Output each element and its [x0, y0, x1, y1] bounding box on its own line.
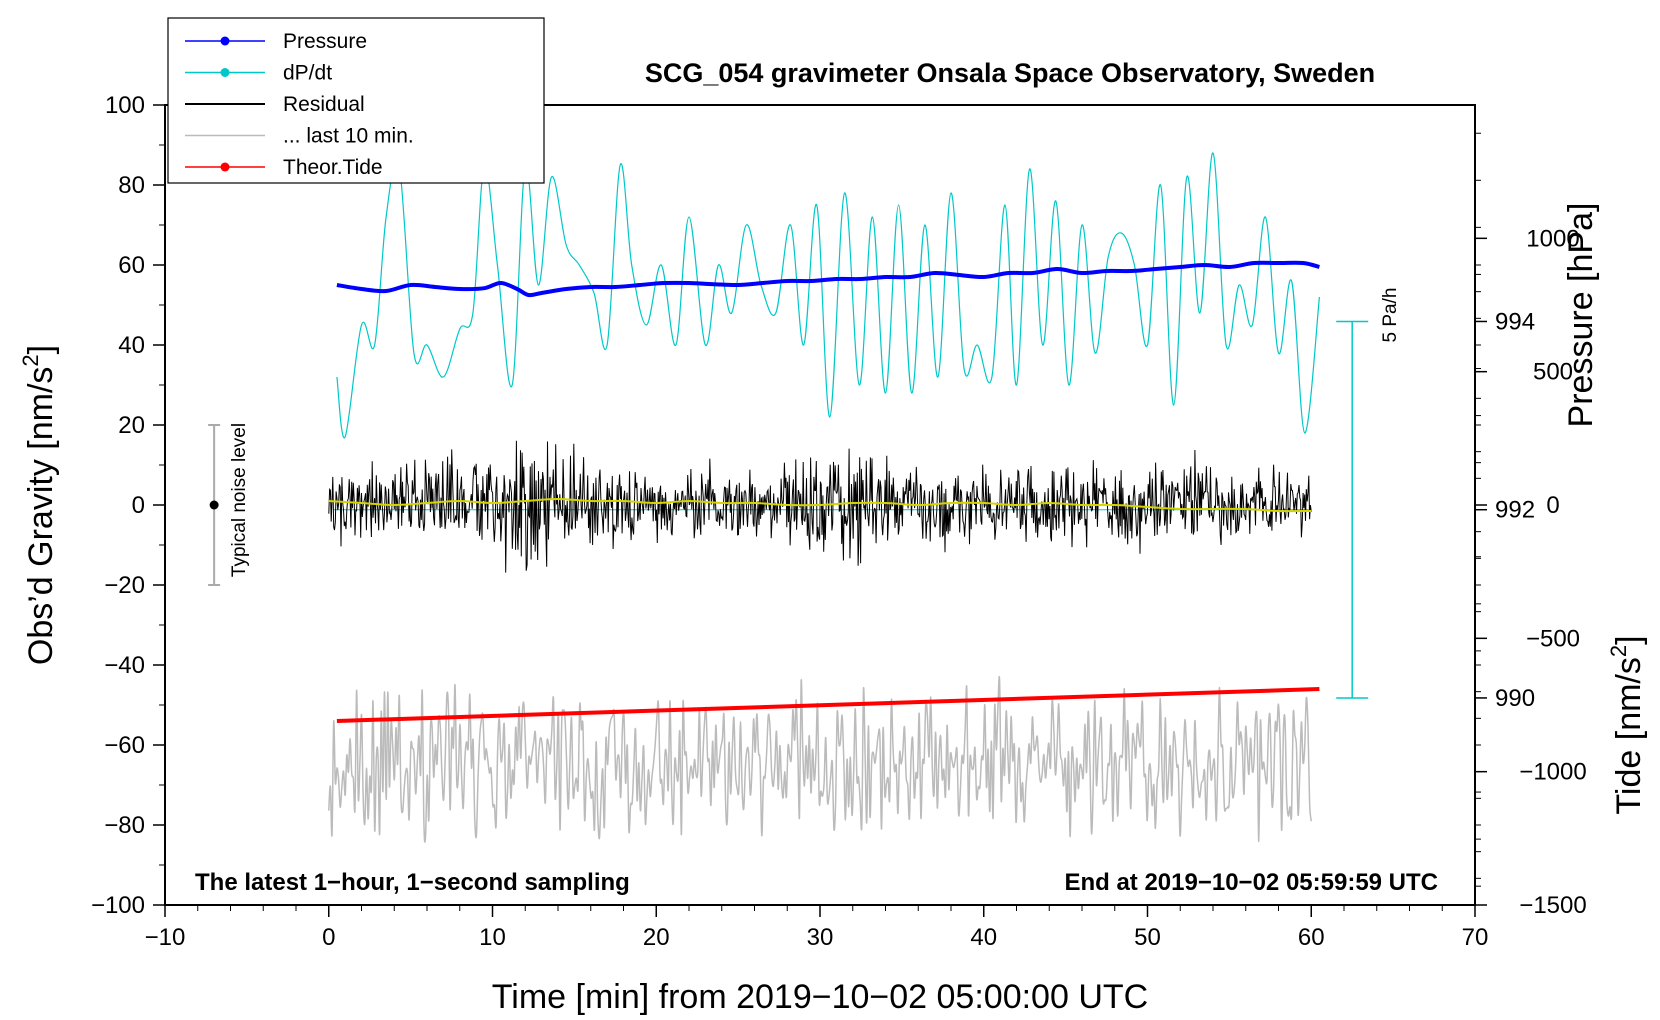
y-tick-label-gravity: 80: [118, 172, 145, 199]
y-tick-label-tide: −1000: [1519, 759, 1586, 786]
x-axis: −10 0 10 20 30 40 50 60 70: [145, 905, 1489, 951]
y-tick-label-gravity: −100: [91, 892, 145, 919]
y-tick-label-gravity: −80: [104, 812, 145, 839]
y-axis-title-gravity-text: Obs’d Gravity [nm/s: [22, 367, 60, 666]
legend-label: Pressure: [283, 30, 367, 53]
dpdt-series: [336, 152, 1320, 439]
y-tick-label-tide: −500: [1526, 625, 1580, 652]
noise-level-bar: [208, 424, 221, 586]
y-axis-title-tide-close: ]: [1610, 635, 1648, 644]
svg-text:Obs’d Gravity [nm/s2]: Obs’d Gravity [nm/s2]: [18, 345, 60, 665]
y-tick-label-pressure: 990: [1495, 685, 1535, 712]
x-tick-label: 20: [643, 924, 670, 951]
y-tick-label-tide: −1500: [1519, 892, 1586, 919]
x-tick-label: 0: [322, 924, 335, 951]
noise-bar-center: [209, 500, 219, 510]
y-tick-label-gravity: 40: [118, 332, 145, 359]
noise-label-wrap: Typical noise level: [229, 423, 250, 577]
rate-scale-bar: [1336, 320, 1369, 699]
x-tick-label: 60: [1298, 924, 1325, 951]
legend-label: Residual: [283, 93, 365, 116]
y-axis-title-gravity-close: ]: [22, 345, 60, 354]
legend-label: Theor.Tide: [283, 156, 383, 179]
y-axis-gravity: 100 80 60 40 20 0 −20 −40 −60 −80 −100: [91, 92, 165, 919]
tide-line: [336, 687, 1320, 723]
y-tick-label-tide: 0: [1546, 492, 1559, 519]
chart-title: SCG_054 gravimeter Onsala Space Observat…: [645, 58, 1375, 88]
legend: Pressure dP/dt Residual ... last 10 min. The…: [167, 17, 545, 184]
dpdt-line: [336, 152, 1320, 439]
legend-marker: [220, 36, 230, 46]
y-tick-label-gravity: 0: [132, 492, 145, 519]
pressure-line: [336, 260, 1320, 298]
legend-marker: [220, 68, 230, 77]
x-tick-label: −10: [145, 924, 186, 951]
residual-series: [328, 440, 1312, 573]
residual-smoothed-series: [328, 497, 1312, 513]
y-axis-title-gravity: Obs’d Gravity [nm/s2]: [18, 345, 60, 665]
y-tick-label-gravity: −40: [104, 652, 145, 679]
y-axis-title-pressure-text: Pressure [hPa]: [1562, 203, 1600, 428]
x-tick-label: 50: [1134, 924, 1161, 951]
end-time-note: End at 2019−10−02 05:59:59 UTC: [1064, 869, 1438, 896]
pressure-series: [336, 260, 1320, 298]
x-tick-label: 10: [479, 924, 506, 951]
x-tick-label: 40: [970, 924, 997, 951]
x-axis-title: Time [min] from 2019−10−02 05:00:00 UTC: [492, 978, 1148, 1016]
y-axis-title-tide-text: Tide [nm/s: [1610, 657, 1648, 814]
y-tick-label-gravity: −20: [104, 572, 145, 599]
y-axis-tide: 1000 500 0 −500 −1000 −1500: [1475, 225, 1587, 919]
legend-marker: [220, 162, 230, 172]
y-axis-title-tide-sup: 2: [1606, 645, 1631, 657]
rate-label-wrap: 5 Pa/h: [1380, 288, 1401, 343]
svg-text:Tide [nm/s2]: Tide [nm/s2]: [1606, 635, 1648, 814]
y-axis-pressure: 994 992 990: [1475, 132, 1535, 887]
y-axis-title-tide: Tide [nm/s2]: [1606, 635, 1648, 814]
last10-line: [328, 676, 1313, 843]
y-tick-label-tide: 1000: [1526, 225, 1579, 252]
legend-label: ... last 10 min.: [283, 125, 414, 148]
y-axis-title-pressure: Pressure [hPa]: [1562, 203, 1600, 428]
legend-label: dP/dt: [283, 62, 332, 85]
y-tick-label-pressure: 994: [1495, 308, 1535, 335]
x-tick-label: 70: [1462, 924, 1489, 951]
y-tick-label-pressure: 992: [1495, 497, 1535, 524]
residual-line: [328, 440, 1312, 573]
rate-scale-label: 5 Pa/h: [1380, 288, 1401, 343]
y-tick-label-gravity: 60: [118, 252, 145, 279]
y-axis-title-gravity-sup: 2: [18, 354, 43, 366]
sampling-note: The latest 1−hour, 1−second sampling: [195, 869, 630, 896]
y-tick-label-tide: 500: [1533, 359, 1573, 386]
noise-label: Typical noise level: [229, 423, 250, 577]
x-tick-label: 30: [807, 924, 834, 951]
y-tick-label-gravity: 20: [118, 412, 145, 439]
y-tick-label-gravity: −60: [104, 732, 145, 759]
y-tick-label-gravity: 100: [105, 92, 145, 119]
residual-smooth-line: [328, 497, 1312, 513]
legend-box: [167, 17, 545, 184]
tide-series: [336, 687, 1320, 723]
last-10-min-series: [328, 676, 1313, 843]
